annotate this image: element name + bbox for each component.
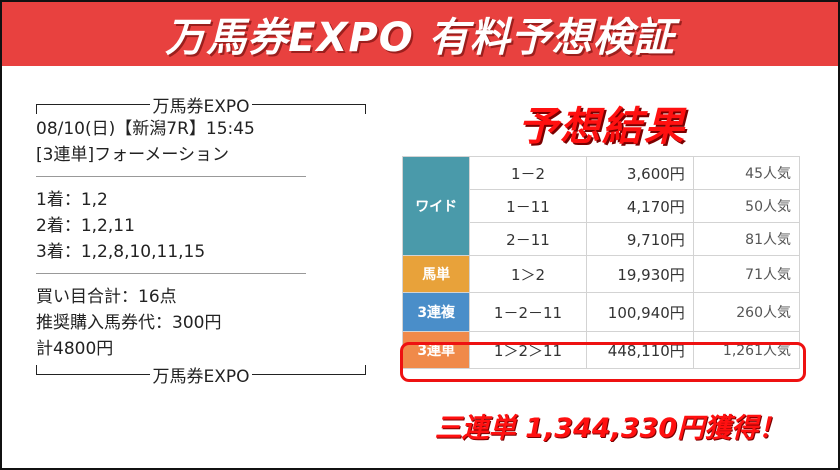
brand-banner-bottom: 万馬券EXPO [36, 362, 367, 387]
payout-cell: 9,710円 [585, 222, 694, 256]
pick-second: 2着：1,2,11 [36, 216, 135, 236]
brand-label: 万馬券EXPO [152, 96, 250, 117]
summary-unit-price: 推奨購入馬券代：300円 [36, 313, 222, 333]
divider [36, 176, 306, 177]
popularity-cell: 81人気 [692, 222, 801, 256]
header-banner: 万馬券EXPO 有料予想検証 [2, 2, 838, 66]
divider [36, 273, 306, 274]
prediction-panel: 万馬券EXPO 08/10(日)【新潟7R】15:45 [3連単]フォーメーショ… [36, 92, 367, 387]
banner-rule [251, 364, 367, 375]
banner-rule [251, 103, 367, 114]
table-row: 1－11 4,170円 50人気 [403, 189, 801, 223]
summary-total: 計4800円 [36, 339, 114, 359]
table-row: 3連単 1＞2＞11 448,110円 1,261人気 [401, 331, 801, 369]
combo-cell: 1－2－11 [469, 292, 587, 332]
combo-cell: 2－11 [469, 222, 587, 256]
combo-cell: 1＞2＞11 [469, 331, 587, 369]
banner-rule [36, 103, 151, 114]
banner-rule [36, 364, 151, 375]
combo-cell: 1－2 [469, 156, 587, 190]
payout-cell: 4,170円 [585, 189, 694, 223]
category-sanpuku: 3連複 [401, 292, 471, 332]
category-santan: 3連単 [401, 331, 471, 369]
bet-type: [3連単]フォーメーション [36, 145, 230, 165]
payout-cell: 448,110円 [585, 331, 694, 369]
popularity-cell: 260人気 [692, 292, 801, 332]
table-row: 馬単 1＞2 19,930円 71人気 [401, 255, 801, 293]
table-row: ワイド 1－2 3,600円 45人気 [401, 156, 801, 256]
table-row: 3連複 1－2－11 100,940円 260人気 [401, 292, 801, 332]
header-title: 万馬券EXPO 有料予想検証 [165, 15, 675, 61]
payout-cell: 100,940円 [585, 292, 694, 332]
brand-label: 万馬券EXPO [152, 366, 250, 387]
table-row: 2－11 9,710円 81人気 [403, 222, 801, 256]
category-wide: ワイド [401, 156, 471, 256]
popularity-cell: 71人気 [692, 255, 801, 293]
pick-third: 3着：1,2,8,10,11,15 [36, 242, 206, 262]
popularity-cell: 50人気 [692, 189, 801, 223]
race-line: 08/10(日)【新潟7R】15:45 [36, 119, 255, 139]
popularity-cell: 45人気 [692, 156, 801, 190]
combo-cell: 1＞2 [469, 255, 587, 293]
result-title: 予想結果 [518, 104, 686, 150]
payout-cell: 19,930円 [585, 255, 694, 293]
payout-table: ワイド 1－2 3,600円 45人気 1－11 4,170円 50人気 2－1… [401, 156, 801, 369]
popularity-cell: 1,261人気 [692, 331, 801, 369]
category-umatan: 馬単 [401, 255, 471, 293]
total-winnings: 三連単 1,344,330円獲得！ [434, 413, 786, 444]
combo-cell: 1－11 [469, 189, 587, 223]
pick-first: 1着：1,2 [36, 190, 108, 210]
brand-banner-top: 万馬券EXPO [36, 92, 367, 117]
santan-highlight-box [400, 342, 806, 382]
payout-cell: 3,600円 [585, 156, 694, 190]
summary-count: 買い目合計：16点 [36, 287, 177, 307]
